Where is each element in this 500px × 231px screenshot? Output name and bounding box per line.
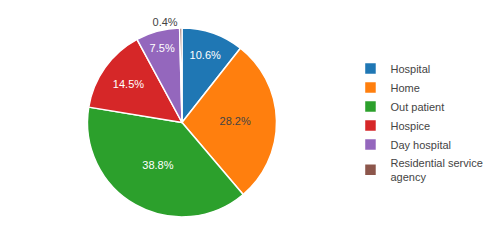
svg-text:Out patient: Out patient [390, 101, 444, 113]
svg-text:0.4%: 0.4% [153, 16, 178, 28]
svg-text:Hospice: Hospice [390, 120, 430, 132]
svg-text:Hospital: Hospital [390, 63, 430, 75]
svg-text:28.2%: 28.2% [220, 115, 251, 127]
svg-text:Home: Home [390, 82, 419, 94]
svg-text:38.8%: 38.8% [142, 159, 173, 171]
svg-text:14.5%: 14.5% [113, 78, 144, 90]
svg-text:Residential serviceagency: Residential serviceagency [390, 157, 482, 183]
svg-text:Day hospital: Day hospital [390, 139, 451, 151]
svg-text:7.5%: 7.5% [150, 42, 175, 54]
svg-text:10.6%: 10.6% [190, 49, 221, 61]
